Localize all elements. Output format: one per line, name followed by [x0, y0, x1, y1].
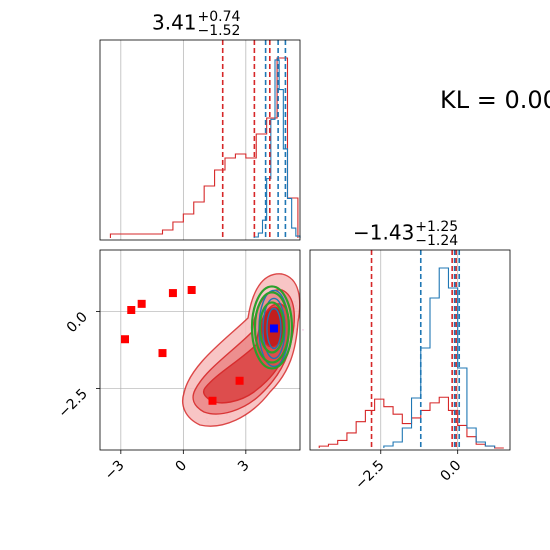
- green-contour: [250, 285, 294, 370]
- y-tick-label: 0.0: [64, 309, 91, 336]
- x-tick-label: −2.5: [352, 458, 387, 493]
- red-marker: [208, 396, 217, 405]
- red-marker: [158, 349, 167, 358]
- x-tick-label: 0: [173, 458, 191, 476]
- joint-frame: [99, 249, 301, 451]
- blue-contour: [266, 307, 282, 350]
- x-tick-label: 0.0: [437, 458, 464, 485]
- marginal-y-plus: +1.25: [415, 219, 459, 235]
- marginal-y-title: −1.43 +1.25 −1.24: [353, 220, 458, 248]
- marginal-x-minus: −1.52: [197, 23, 241, 39]
- marginal-x-panel: [99, 39, 301, 241]
- marginal-x-plus: +0.74: [197, 9, 241, 25]
- red-marker: [127, 306, 136, 314]
- marginal-x-median: 3.41: [152, 10, 197, 35]
- blue-histogram: [253, 59, 301, 238]
- kl-label: KL = 0.00: [440, 86, 550, 114]
- red-marker: [235, 376, 244, 385]
- y-tick-label: −2.5: [55, 386, 90, 421]
- red-marker: [187, 286, 196, 294]
- marginal-y-minus: −1.24: [415, 233, 459, 249]
- marginal-y-panel: −2.5 0.0: [309, 249, 511, 493]
- red-marker: [168, 289, 177, 298]
- scatter-dot: [302, 328, 304, 331]
- x-tick-label: −3: [102, 458, 128, 484]
- marginal-y-frame: [309, 249, 511, 451]
- marginal-x-frame: [99, 39, 301, 241]
- red-histogram: [109, 57, 299, 238]
- marginal-x-title: 3.41 +0.74 −1.52: [152, 10, 240, 38]
- x-tick-label: 3: [235, 458, 253, 476]
- red-marker: [137, 299, 146, 308]
- red-marker: [121, 335, 129, 344]
- green-contour: [258, 301, 286, 354]
- green-contour: [253, 291, 291, 364]
- marginal-y-median: −1.43: [353, 220, 415, 245]
- blue-marker: [269, 324, 278, 333]
- joint-panel: −3 0 3 0.0 −2.5: [55, 249, 304, 484]
- blue-histogram: [383, 267, 496, 448]
